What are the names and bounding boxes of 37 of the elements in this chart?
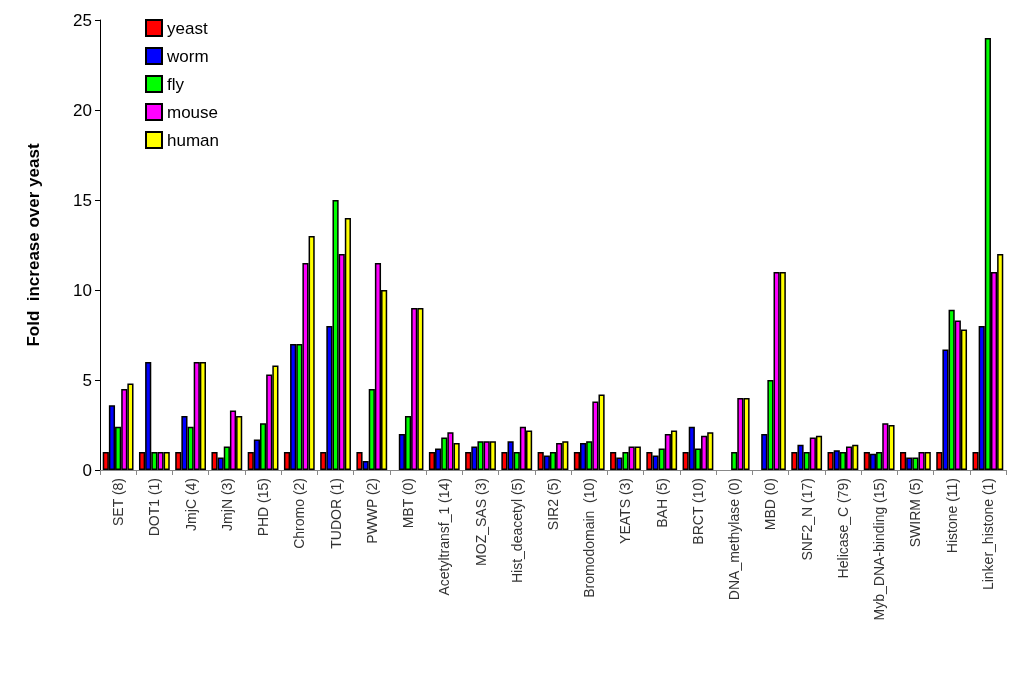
y-tick-label: 5	[82, 370, 92, 390]
y-tick-label: 20	[73, 100, 92, 120]
x-tick-label: DOT1 (1)	[146, 478, 163, 537]
x-tick-label: BAH (5)	[653, 478, 670, 528]
legend-label: human	[167, 130, 219, 150]
x-tick-label: BRCT (10)	[689, 478, 706, 545]
x-tick-label: JmjN (3)	[218, 478, 235, 531]
x-tick-label: Myb_DNA-binding (15)	[871, 478, 888, 621]
y-tick-label: 15	[73, 190, 92, 210]
y-tick-label: 0	[82, 460, 92, 480]
y-tick-label: 10	[73, 280, 92, 300]
x-tick-label: Acetyltransf_1 (14)	[436, 478, 453, 596]
x-tick-label: SIR2 (5)	[545, 478, 561, 531]
x-tick-label: Histone (11)	[943, 478, 960, 554]
x-tick-label: Linker_histone (1)	[979, 478, 996, 591]
x-tick-label: TUDOR (1)	[327, 478, 344, 549]
x-tick-label: YEATS (3)	[617, 478, 634, 544]
legend-label: mouse	[167, 102, 219, 122]
x-tick-label: Helicase_C (79)	[834, 478, 851, 579]
x-tick-label: Hist_deacetyl (5)	[508, 478, 525, 584]
legend-label: fly	[167, 74, 185, 94]
x-tick-label: SNF2_N (17)	[798, 478, 815, 561]
x-tick-label: Bromodomain (10)	[581, 478, 598, 598]
x-tick-label: JmjC (4)	[182, 478, 199, 531]
x-tick-label: SET (8)	[110, 478, 127, 526]
legend-label: worm	[166, 46, 209, 66]
x-tick-label: DNA_methylase (0)	[726, 478, 743, 601]
legend-label: yeast	[167, 18, 208, 38]
x-tick-label: PWWP (2)	[363, 478, 380, 544]
y-axis-title: Fold increase over yeast	[24, 143, 43, 347]
y-tick-label: 25	[73, 10, 92, 30]
x-tick-label: MBD (0)	[762, 478, 779, 531]
x-tick-label: PHD (15)	[255, 478, 272, 537]
x-tick-label: SWIRM (5)	[907, 478, 924, 548]
x-tick-label: Chromo (2)	[291, 478, 308, 549]
x-tick-label: MBT (0)	[400, 478, 417, 529]
x-tick-label: MOZ_SAS (3)	[472, 478, 489, 566]
